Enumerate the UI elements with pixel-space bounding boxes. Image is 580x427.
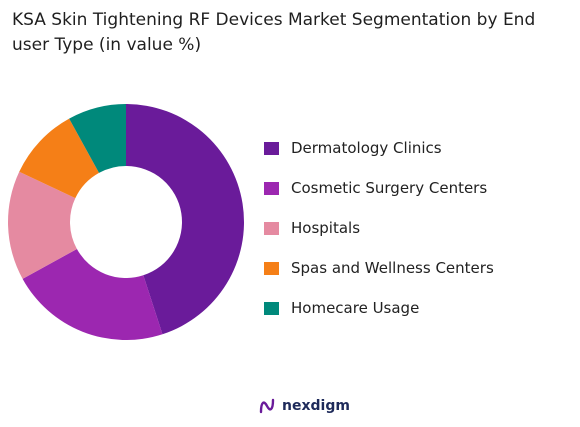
legend-label: Cosmetic Surgery Centers [291, 179, 488, 197]
legend-swatch [264, 141, 279, 155]
donut-slices [7, 104, 244, 340]
legend-label: Homecare Usage [291, 299, 420, 317]
donut-slice-spas-and-wellness-centers [19, 118, 100, 199]
legend-swatch [264, 301, 279, 315]
donut-slice-cosmetic-surgery-centers [22, 248, 163, 340]
legend-item-spas-and-wellness-centers: Spas and Wellness Centers [264, 248, 494, 288]
legend-swatch [264, 221, 279, 235]
donut-slice-hospitals [7, 171, 77, 279]
legend-swatch [264, 261, 279, 275]
legend-item-hospitals: Hospitals [264, 208, 494, 248]
legend-item-cosmetic-surgery-centers: Cosmetic Surgery Centers [264, 168, 494, 208]
legend-label: Spas and Wellness Centers [291, 259, 494, 277]
legend-label: Dermatology Clinics [291, 139, 442, 157]
donut-slice-homecare-usage [69, 104, 126, 173]
chart-title: KSA Skin Tightening RF Devices Market Se… [12, 10, 536, 55]
donut-slice-dermatology-clinics [126, 104, 244, 335]
legend-swatch [264, 181, 279, 195]
chart-legend: Dermatology Clinics Cosmetic Surgery Cen… [264, 128, 494, 328]
brand-name: nexdigm [282, 398, 350, 414]
legend-item-dermatology-clinics: Dermatology Clinics [264, 128, 494, 168]
legend-label: Hospitals [291, 219, 361, 237]
nexdigm-logo-icon [259, 398, 275, 414]
legend-item-homecare-usage: Homecare Usage [264, 288, 494, 328]
brand-footer: nexdigm [258, 396, 350, 416]
